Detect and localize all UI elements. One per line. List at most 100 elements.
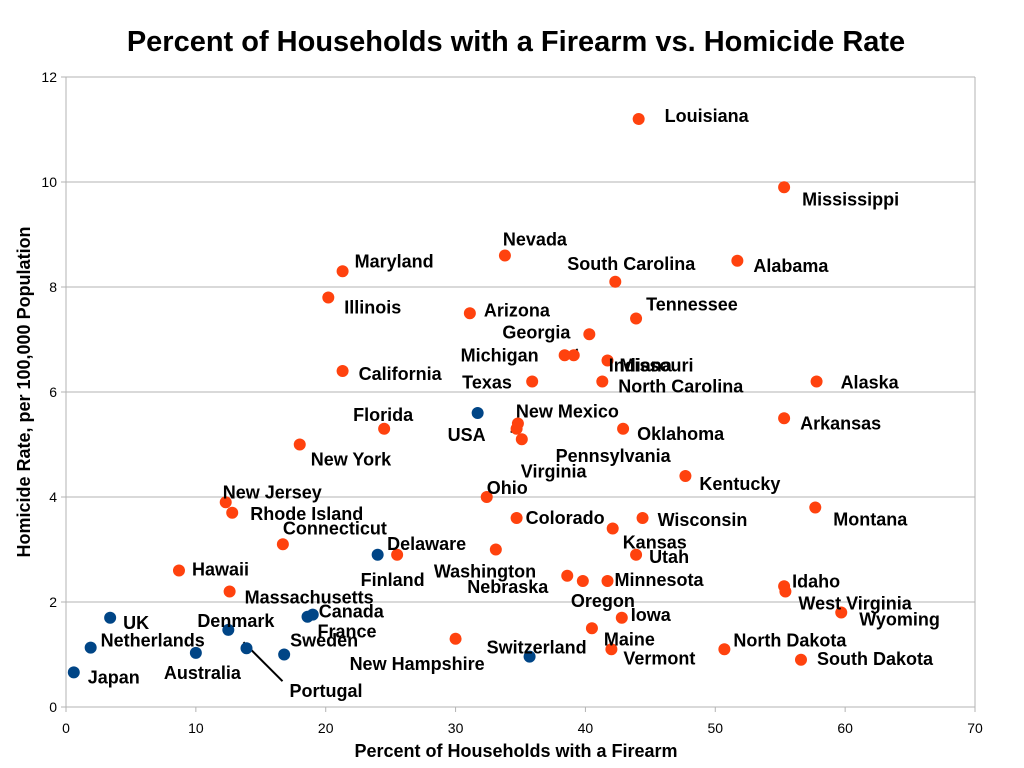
grid: [66, 76, 975, 708]
y-tick-label: 10: [41, 174, 57, 190]
label-japan: Japan: [88, 667, 140, 687]
label-missouri: Missouri: [620, 356, 694, 376]
y-tick-label: 8: [49, 279, 57, 295]
label-south-dakota: South Dakota: [817, 649, 934, 669]
point-sweden: [278, 648, 291, 661]
chart-title: Percent of Households with a Firearm vs.…: [126, 26, 906, 58]
label-south-carolina: South Carolina: [567, 254, 696, 274]
point-colorado: [510, 512, 523, 524]
point-indiana: [567, 349, 580, 362]
point-portugal: [240, 642, 253, 655]
point-vermont: [605, 643, 618, 656]
x-tick-label: 10: [188, 720, 204, 736]
label-indiana: Indiana: [609, 355, 673, 375]
label-florida: Florida: [353, 405, 414, 425]
point-maine: [585, 622, 598, 635]
label-pennsylvania: Pennsylvania: [556, 446, 672, 466]
label-georgia: Georgia: [502, 322, 571, 342]
y-tick-label: 0: [49, 699, 57, 715]
point-usa: [471, 407, 484, 419]
label-oregon: Oregon: [571, 591, 635, 611]
label-iowa: Iowa: [631, 605, 672, 625]
label-utah: Utah: [649, 547, 689, 567]
x-tick-label: 40: [578, 720, 594, 736]
point-nevada: [498, 249, 511, 262]
label-minnesota: Minnesota: [615, 570, 705, 590]
point-arizona: [463, 307, 476, 320]
point-wisconsin: [636, 512, 649, 524]
point-montana: [809, 501, 822, 514]
label-california: California: [359, 364, 443, 384]
label-north-carolina: North Carolina: [618, 377, 744, 397]
point-new-jersey: [219, 496, 232, 509]
point-france: [301, 610, 314, 623]
y-tick-label: 2: [49, 594, 57, 610]
x-tick-label: 70: [967, 720, 983, 736]
point-south-carolina: [609, 275, 622, 288]
point-california: [336, 365, 349, 377]
point-labels: Louisiana Mississippi Maryland Nevada South …: [88, 106, 940, 701]
point-kansas: [606, 522, 619, 535]
x-axis-title: Percent of Households with a Firearm: [354, 741, 677, 761]
point-arkansas: [778, 412, 791, 425]
axes: 0 2 4 6 8 10 12 0 10 20 30 40 50 60 70: [41, 69, 983, 736]
label-alabama: Alabama: [753, 256, 829, 276]
label-washington: Washington: [434, 562, 536, 582]
point-missouri: [601, 354, 614, 367]
x-tick-label: 30: [448, 720, 464, 736]
label-rhode-island: Rhode Island: [250, 504, 363, 524]
x-tick-label: 0: [62, 720, 70, 736]
label-connecticut: Connecticut: [283, 518, 387, 538]
point-denmark: [222, 623, 235, 636]
point-alaska: [810, 375, 823, 388]
point-mississippi: [778, 181, 791, 194]
point-new-hampshire: [449, 632, 462, 645]
point-maryland: [336, 265, 349, 278]
point-georgia: [583, 328, 596, 341]
label-portugal: Portugal: [290, 681, 363, 701]
label-montana: Montana: [833, 510, 908, 530]
label-ohio: Ohio: [487, 478, 528, 498]
label-tennessee: Tennessee: [646, 295, 738, 315]
point-new-york: [293, 438, 306, 451]
point-utah: [630, 548, 643, 561]
label-switzerland: Switzerland: [487, 638, 587, 658]
point-japan: [67, 666, 80, 679]
point-north-dakota: [718, 643, 731, 656]
x-tick-label: 20: [318, 720, 334, 736]
point-netherlands: [84, 641, 97, 654]
point-west-virginia: [779, 585, 792, 598]
point-switzerland: [523, 650, 536, 663]
point-hawaii: [172, 564, 185, 577]
point-oregon: [576, 575, 589, 587]
label-maine: Maine: [604, 629, 655, 649]
label-alaska: Alaska: [841, 373, 900, 393]
label-finland: Finland: [361, 570, 425, 590]
y-tick-label: 12: [41, 69, 57, 85]
point-alabama: [731, 254, 744, 267]
label-hawaii: Hawaii: [192, 560, 249, 580]
point-kentucky: [679, 470, 692, 482]
label-usa: USA: [448, 425, 486, 445]
label-sweden: Sweden: [290, 631, 358, 651]
label-france: France: [318, 622, 377, 642]
point-michigan: [558, 349, 571, 362]
point-texas: [526, 375, 539, 388]
label-west-virginia: West Virginia: [798, 594, 912, 614]
point-rhode-island: [226, 506, 239, 519]
point-pennsylvania: [510, 422, 523, 435]
label-north-dakota: North Dakota: [733, 630, 847, 650]
point-minnesota: [601, 575, 614, 587]
y-tick-label: 6: [49, 384, 57, 400]
label-idaho: Idaho: [792, 571, 840, 591]
point-massachusetts: [223, 585, 236, 598]
point-virginia: [515, 433, 528, 446]
label-uk: UK: [123, 613, 149, 633]
label-mississippi: Mississippi: [802, 189, 899, 209]
label-wisconsin: Wisconsin: [658, 510, 748, 530]
label-illinois: Illinois: [344, 298, 401, 318]
label-new-jersey: New Jersey: [223, 482, 322, 502]
label-kentucky: Kentucky: [699, 474, 780, 494]
label-arkansas: Arkansas: [800, 413, 881, 433]
